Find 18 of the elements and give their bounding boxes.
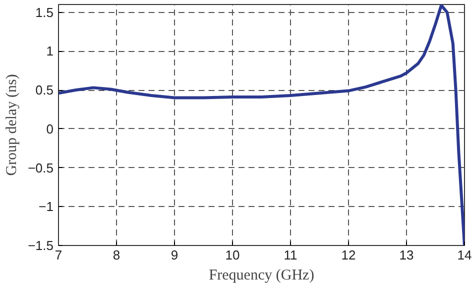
y-tick-label: 0: [46, 121, 54, 136]
x-tick-label: 11: [284, 248, 298, 262]
y-tick-label: −0.5: [28, 160, 54, 176]
y-axis-title: Group delay (ns): [4, 74, 20, 176]
y-tick-label: −1.5: [28, 238, 54, 253]
y-tick-label: 1: [46, 44, 54, 59]
x-tick-label: 10: [225, 248, 240, 262]
y-tick-label: −1: [38, 199, 54, 214]
x-tick-label: 8: [112, 248, 120, 262]
x-tick-label: 12: [341, 248, 356, 262]
x-tick-label: 14: [457, 248, 472, 262]
line-series: [58, 4, 464, 246]
y-tick-label: 1.5: [35, 4, 54, 20]
x-tick-label: 9: [170, 248, 178, 262]
x-tick-label: 13: [399, 248, 414, 262]
x-tick-label: 7: [54, 248, 62, 262]
y-tick-label: 0.5: [35, 82, 54, 98]
x-axis-title: Frequency (GHz): [208, 268, 314, 284]
